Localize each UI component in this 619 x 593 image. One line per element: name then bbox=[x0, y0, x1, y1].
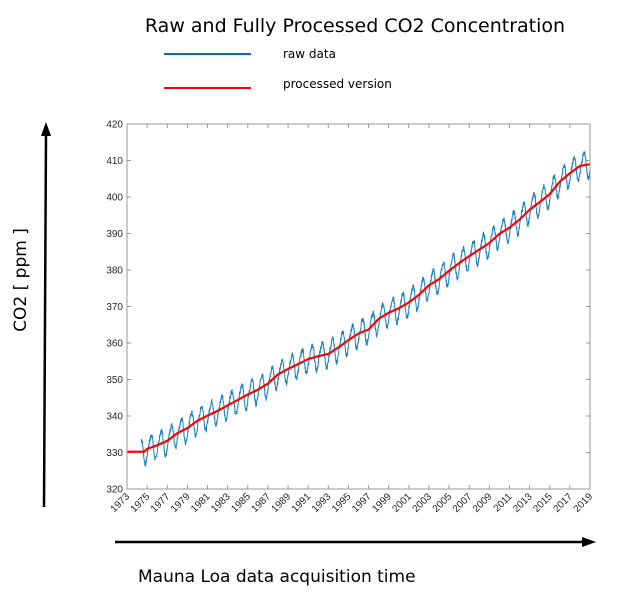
x-tick-label: 2015 bbox=[531, 491, 555, 515]
y-tick-label: 360 bbox=[106, 339, 123, 350]
legend: raw data processed version bbox=[164, 47, 392, 91]
x-tick-label: 2005 bbox=[431, 491, 455, 515]
x-tick-label: 1999 bbox=[370, 491, 394, 515]
plot-frame-border bbox=[126, 123, 591, 490]
y-axis-arrow bbox=[41, 122, 51, 508]
x-axis-arrow bbox=[115, 537, 596, 547]
x-tick-label: 1991 bbox=[290, 491, 314, 515]
y-tick-label: 330 bbox=[106, 448, 123, 459]
x-tick-label: 2011 bbox=[492, 491, 515, 514]
y-tick-label: 380 bbox=[106, 266, 123, 277]
y-tick-label: 390 bbox=[106, 229, 123, 240]
x-tick-label: 2001 bbox=[390, 491, 414, 515]
y-tick-label: 400 bbox=[106, 193, 123, 204]
x-tick-label: 1993 bbox=[310, 491, 334, 515]
x-tick-label: 1997 bbox=[350, 491, 374, 515]
series-processed-line bbox=[127, 163, 591, 453]
x-tick-label: 1985 bbox=[229, 491, 253, 515]
y-tick-label: 340 bbox=[106, 412, 123, 423]
y-tick-label: 350 bbox=[106, 375, 123, 386]
y-tick-label: 410 bbox=[106, 156, 123, 167]
legend-label-processed: processed version bbox=[283, 77, 392, 91]
x-tick-label: 2003 bbox=[411, 491, 435, 515]
x-tick-label: 1989 bbox=[270, 491, 294, 515]
x-tick-label: 2017 bbox=[551, 491, 575, 515]
x-tick-label: 1975 bbox=[129, 491, 153, 515]
y-tick-label: 420 bbox=[106, 120, 123, 131]
x-tick-label: 2013 bbox=[511, 491, 535, 515]
legend-label-raw: raw data bbox=[283, 47, 336, 61]
y-tick-label: 320 bbox=[106, 485, 123, 496]
x-axis-title: Mauna Loa data acquisition time bbox=[138, 567, 416, 587]
x-tick-label: 1983 bbox=[209, 491, 233, 515]
x-tick-label: 2019 bbox=[572, 491, 596, 515]
x-tick-label: 2007 bbox=[451, 491, 475, 515]
x-tick-label: 1995 bbox=[330, 491, 354, 515]
plot-area: 3203303403503603703803904004104201973197… bbox=[106, 120, 595, 515]
series-raw-data-line bbox=[140, 150, 591, 467]
x-tick-label: 2009 bbox=[471, 491, 495, 515]
chart-title: Raw and Fully Processed CO2 Concentratio… bbox=[145, 15, 565, 37]
x-tick-label: 1977 bbox=[149, 491, 173, 515]
x-tick-label: 1981 bbox=[189, 491, 213, 515]
x-tick-label: 1979 bbox=[169, 491, 193, 515]
y-axis-title: CO2 [ ppm ] bbox=[11, 228, 31, 332]
y-tick-label: 370 bbox=[106, 302, 123, 313]
x-tick-label: 1987 bbox=[250, 491, 274, 515]
